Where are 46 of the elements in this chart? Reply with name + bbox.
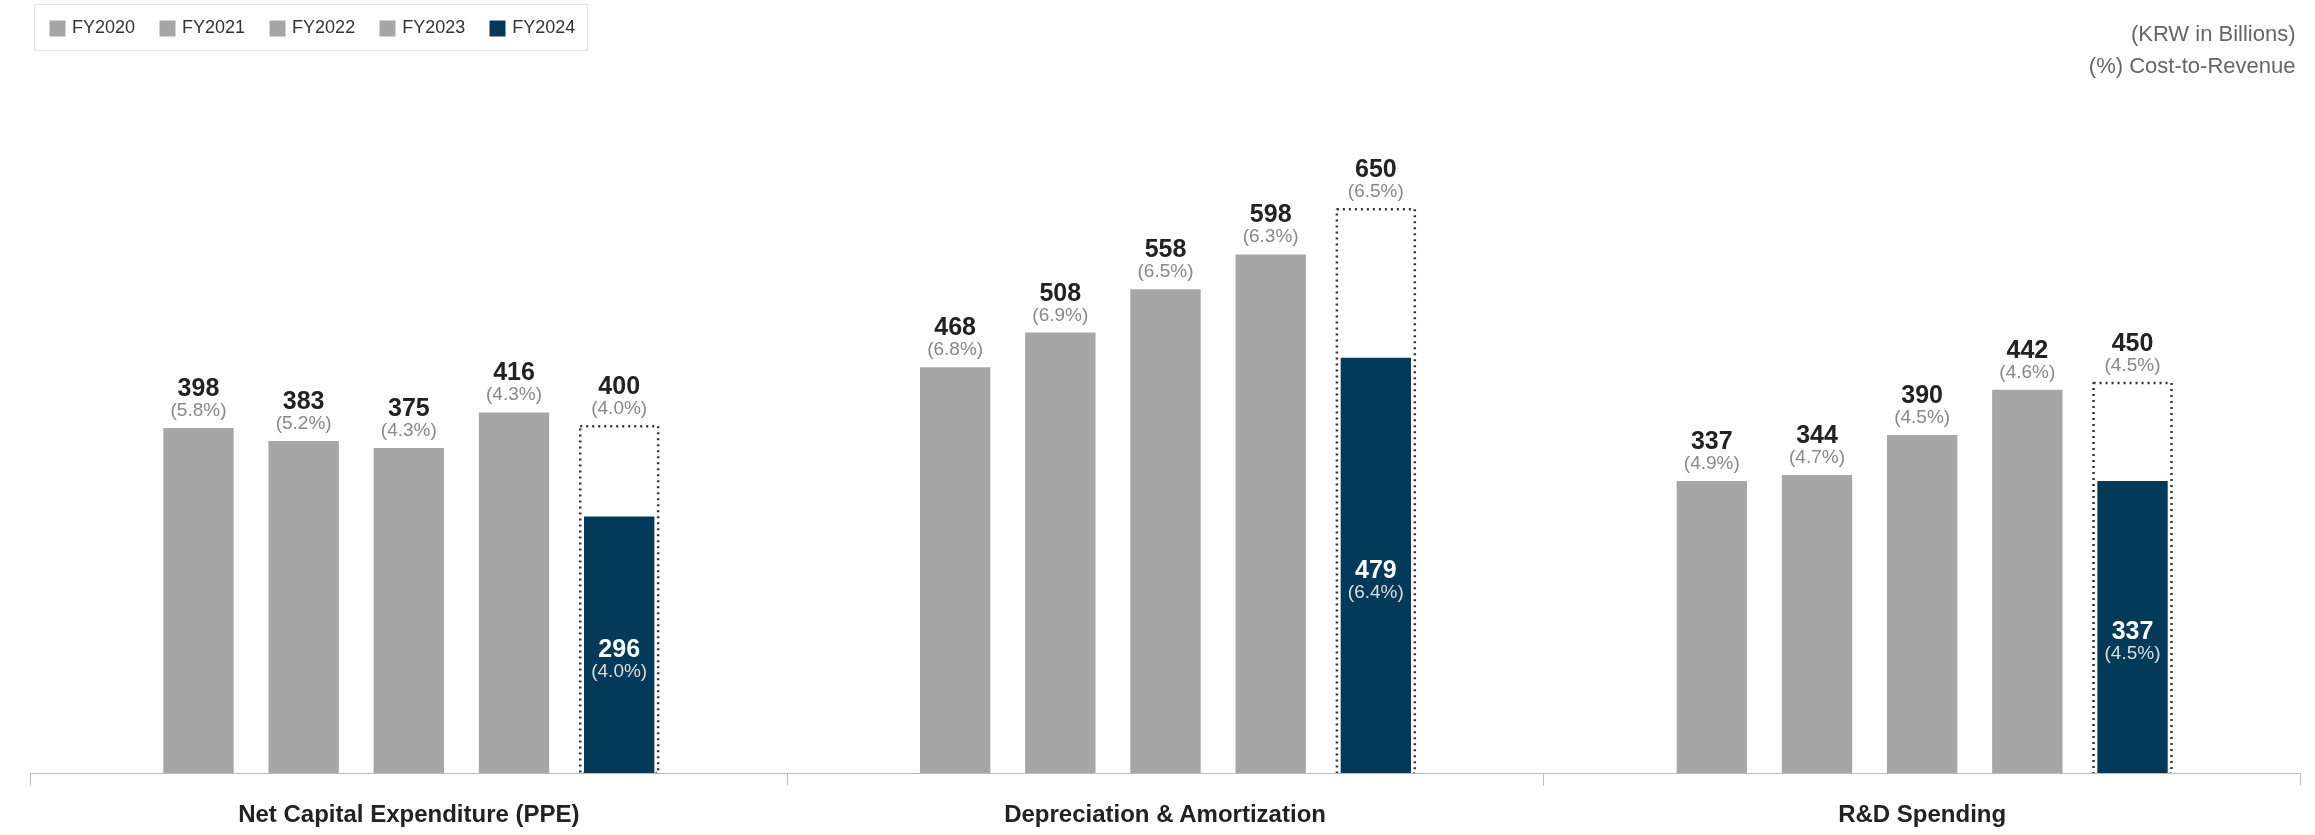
x-tick-label: Depreciation & Amortization <box>1004 799 1326 827</box>
data-label: 344 (4.7%) <box>1789 419 1845 467</box>
bar <box>1676 480 1747 774</box>
bar <box>578 425 660 774</box>
bar <box>163 428 234 774</box>
legend-label: FY2022 <box>292 17 356 38</box>
data-label: 375 (4.3%) <box>380 392 437 440</box>
bar <box>268 441 339 774</box>
data-label: 416 (4.3%) <box>486 357 542 405</box>
x-tick-label: R&D Spending <box>1838 799 2007 827</box>
data-label: 337 (4.5%) <box>2104 616 2161 664</box>
data-label: 398 (5.8%) <box>170 373 227 421</box>
data-label: 468 (6.8%) <box>927 312 984 360</box>
bar <box>1025 332 1096 774</box>
legend-label: FY2024 <box>512 17 576 38</box>
bar <box>919 367 991 774</box>
bar <box>2092 381 2173 774</box>
legend-label: FY2020 <box>72 17 136 38</box>
bar <box>1886 434 1958 774</box>
data-label: 383 (5.2%) <box>275 386 332 434</box>
data-label: 598 (6.3%) <box>1242 199 1299 247</box>
bar <box>1335 208 1417 774</box>
x-tick-label: Net Capital Expenditure (PPE) <box>238 799 580 827</box>
data-label: 508 (6.9%) <box>1032 277 1089 325</box>
legend-label: FY2023 <box>402 17 466 38</box>
bar <box>1340 357 1412 774</box>
bar <box>478 412 550 774</box>
data-label: 390 (4.5%) <box>1894 379 1951 427</box>
legend-label: FY2021 <box>182 17 246 38</box>
text: (KRW in Billions) <box>2130 20 2296 46</box>
data-label: 479 (6.4%) <box>1347 554 1404 602</box>
bar <box>1235 254 1306 774</box>
bar <box>1130 289 1201 774</box>
bar <box>584 516 655 774</box>
bar <box>2097 480 2168 774</box>
data-label: 400 (4.0%) <box>591 371 648 419</box>
text: (%) Cost-to-Revenue <box>2088 52 2296 78</box>
data-label: 558 (6.5%) <box>1137 234 1194 282</box>
data-label: 296 (4.0%) <box>591 634 648 682</box>
data-label: 337 (4.9%) <box>1683 425 1740 473</box>
data-label: 450 (4.5%) <box>2104 327 2161 375</box>
bar <box>1781 474 1853 774</box>
data-label: 442 (4.6%) <box>1999 334 2056 382</box>
bar <box>1992 389 2063 774</box>
data-label: 650 (6.5%) <box>1347 154 1404 202</box>
bar <box>373 447 445 774</box>
